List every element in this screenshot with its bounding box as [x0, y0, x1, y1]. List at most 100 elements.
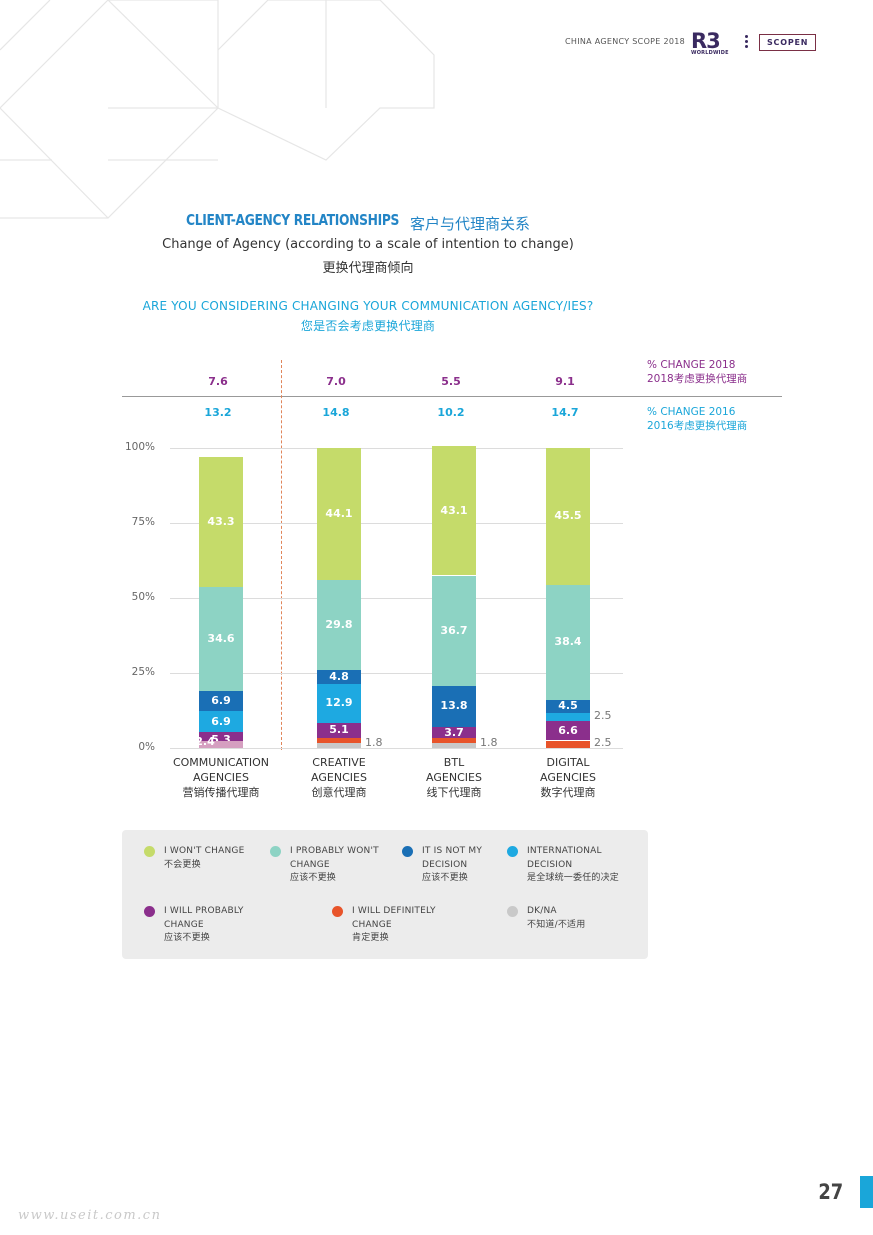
change-2016-label-cn: 2016考虑更换代理商: [647, 420, 748, 432]
legend-entry-cn: 应该不更换: [290, 873, 337, 883]
change-2016-value: 14.8: [322, 406, 350, 419]
legend-entry-cn: 应该不更换: [422, 873, 469, 883]
legend-entry-cn: 应该不更换: [164, 933, 211, 943]
bar-segment-probably: [317, 722, 361, 739]
bar-value-label: 36.7: [440, 623, 468, 637]
bar-value-label: 3.7: [444, 725, 464, 739]
subtitle-cn: 更换代理商倾向: [322, 261, 414, 276]
page-accent-bar: [860, 1176, 873, 1208]
bar-segment-probably: [546, 720, 590, 741]
legend-swatch: [270, 846, 281, 857]
category-label-cn: 线下代理商: [426, 786, 482, 799]
bar-segment-extra: [199, 741, 243, 748]
legend-entry-line: CHANGE: [164, 919, 204, 930]
change-2016-value: 14.7: [551, 406, 579, 419]
bar-segment-probnot: [432, 575, 476, 686]
r3-logo-worldwide: WORLDWIDE: [691, 50, 729, 56]
bar-value-label: 6.6: [558, 723, 578, 737]
legend-swatch: [144, 846, 155, 857]
legend-swatch: [507, 906, 518, 917]
legend-entry-line: DECISION: [422, 859, 468, 870]
bar-segment-intl: [317, 684, 361, 723]
legend-swatch: [332, 906, 343, 917]
legend-entry: I PROBABLY WON'T CHANGE 应该不更换: [290, 845, 379, 886]
change-2018-label-cn: 2018考虑更换代理商: [647, 373, 748, 385]
page-title: CLIENT-AGENCY RELATIONSHIPS: [186, 211, 400, 229]
bar-segment-definitely: [317, 738, 361, 743]
category-label-line: AGENCIES: [426, 771, 482, 784]
change-2018-value: 5.5: [441, 375, 461, 388]
legend-entry: I WILL DEFINITELY CHANGE 肯定更换: [352, 905, 436, 946]
bar-segment-definitely: [546, 740, 590, 748]
bar-segment-definitely: [432, 738, 476, 743]
bar-value-label: 5.1: [329, 723, 349, 737]
y-tick-label: 50%: [131, 591, 155, 603]
bar-value-label: 2.5: [594, 708, 612, 722]
bar-segment-wont: [546, 448, 590, 585]
bar-segment-probnot: [199, 586, 243, 691]
legend-entry-line: DK/NA: [527, 906, 557, 916]
category-label-line: CREATIVE: [312, 756, 366, 769]
category-label-cn: 营销传播代理商: [182, 786, 260, 799]
bar-segment-notmine: [432, 685, 476, 727]
bar-segment-notmine: [546, 699, 590, 714]
legend-entry-line: I WILL DEFINITELY: [352, 906, 436, 916]
bar-segment-intl: [199, 711, 243, 733]
bar-value-label: 1.8: [365, 736, 383, 749]
legend-entry-cn: 不知道/不适用: [527, 919, 586, 930]
bar-segment-probably: [432, 727, 476, 739]
category-label-line: COMMUNICATION: [172, 756, 270, 769]
change-2018-value: 7.0: [326, 375, 346, 388]
bar-value-label: 12.9: [325, 696, 353, 710]
bar-value-label: 43.3: [207, 514, 235, 528]
legend-swatch: [507, 846, 518, 857]
bar-value-label: 4.5: [558, 699, 578, 713]
category-label-line: DIGITAL: [546, 756, 590, 769]
category-label-cn: 数字代理商: [540, 786, 596, 799]
bar-value-label: 6.9: [211, 714, 231, 728]
gridline: [170, 523, 623, 524]
y-tick-label: 25%: [131, 666, 155, 678]
bar-value-label: 44.1: [325, 507, 353, 521]
bar-value-label: 2.4: [195, 735, 215, 748]
legend-entry-line: DECISION: [527, 859, 573, 870]
survey-question: ARE YOU CONSIDERING CHANGING YOUR COMMUN…: [142, 299, 594, 313]
change-2016-label: % CHANGE 2016 2016考虑更换代理商: [647, 405, 747, 433]
gridline: [170, 748, 623, 749]
legend-entry-line: CHANGE: [352, 919, 392, 930]
page-number: 27: [818, 1180, 843, 1204]
r3-logo: R3 WORLDWIDE: [691, 29, 729, 57]
bar-value-label: 6.9: [211, 694, 231, 708]
y-tick-label: 75%: [131, 516, 155, 528]
bar-segment-dk: [432, 742, 476, 748]
bar-segment-wont: [317, 448, 361, 581]
legend-entry-line: CHANGE: [290, 859, 330, 870]
bar-segment-dk: [317, 742, 361, 748]
change-2018-label-en: % CHANGE 2018: [647, 359, 736, 371]
r3-logo-text: R3: [691, 29, 721, 53]
gridline: [170, 673, 623, 674]
legend-entry-line: I WILL PROBABLY: [164, 906, 244, 916]
legend-entry-line: IT IS NOT MY: [422, 846, 483, 856]
bar-value-label: 4.8: [329, 669, 349, 683]
change-divider: [122, 396, 782, 397]
bar-segment-notmine: [199, 690, 243, 712]
background-pattern: [0, 0, 435, 219]
legend-entry: INTERNATIONAL DECISION 是全球统一委任的决定: [527, 845, 619, 886]
bar-value-label: 1.8: [480, 736, 498, 749]
y-tick-label: 0%: [138, 741, 155, 753]
watermark: www.useit.com.cn: [18, 1208, 162, 1223]
category-label-cn: 创意代理商: [311, 786, 367, 799]
legend-entry: I WON'T CHANGE 不会更换: [164, 845, 244, 872]
change-2016-value: 13.2: [204, 406, 232, 419]
bar-segment-wont: [432, 446, 476, 576]
category-label: COMMUNICATION AGENCIES 营销传播代理商: [161, 755, 281, 800]
chart-dashed-divider: [281, 360, 282, 750]
report-title: CHINA AGENCY SCOPE 2018: [565, 37, 686, 46]
change-2016-label-en: % CHANGE 2016: [647, 406, 736, 418]
category-label: BTL AGENCIES 线下代理商: [394, 755, 514, 800]
survey-question-cn: 您是否会考虑更换代理商: [300, 319, 436, 333]
legend-entry: I WILL PROBABLY CHANGE 应该不更换: [164, 905, 244, 946]
page-title-cn: 客户与代理商关系: [410, 215, 531, 233]
legend-swatch: [144, 906, 155, 917]
